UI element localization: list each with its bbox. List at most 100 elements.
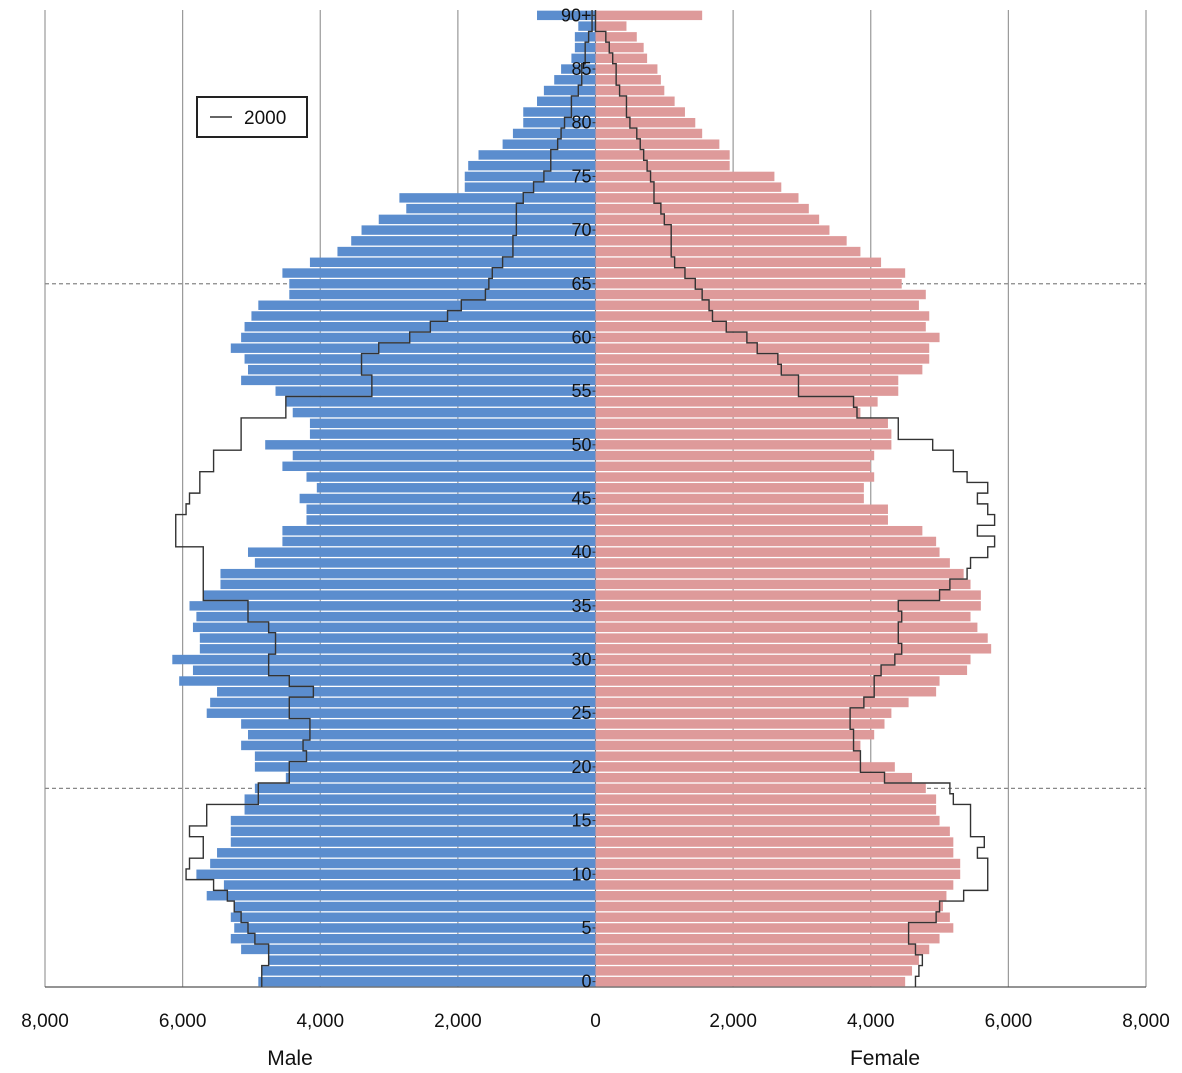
- bar-female-age-23: [595, 729, 875, 740]
- bar-female-age-17: [595, 794, 937, 804]
- x-tick-label-7: 6,000: [985, 1011, 1033, 1032]
- bar-male-age-3: [241, 944, 596, 955]
- bar-male-age-22: [241, 740, 596, 751]
- bar-female-age-85: [595, 64, 658, 74]
- bar-male-age-25: [206, 708, 596, 718]
- x-axis-title-female: Female: [850, 1047, 920, 1070]
- bar-female-age-82: [595, 96, 675, 106]
- bar-male-age-40: [247, 547, 596, 557]
- bar-male-age-43: [306, 515, 596, 525]
- bar-male-age-64: [289, 289, 596, 300]
- x-tick-label-6: 4,000: [847, 1011, 895, 1032]
- bar-male-age-60: [241, 332, 596, 343]
- bar-male-age-67: [309, 257, 596, 268]
- bar-male-age-18: [254, 783, 596, 794]
- age-tick-label-5: 5: [581, 918, 591, 938]
- bar-female-age-27: [595, 687, 937, 697]
- age-tick-label-30: 30: [571, 650, 591, 670]
- bar-male-age-16: [244, 805, 596, 815]
- bar-female-age-87: [595, 42, 644, 53]
- bar-male-age-89: [578, 21, 596, 31]
- age-tick-label-0: 0: [581, 972, 591, 992]
- x-tick-label-5: 2,000: [709, 1011, 757, 1032]
- bar-female-age-3: [595, 944, 930, 955]
- bar-male-age-77: [478, 150, 596, 160]
- bar-male-age-85: [561, 64, 596, 74]
- bar-female-age-6: [595, 912, 950, 922]
- bar-female-age-12: [595, 848, 954, 858]
- bar-female-age-45: [595, 493, 864, 504]
- bar-female-age-69: [595, 236, 847, 246]
- bar-male-age-72: [406, 203, 596, 214]
- age-tick-label-85: 85: [571, 59, 591, 79]
- bar-female-age-31: [595, 644, 992, 654]
- bar-male-age-8: [206, 891, 596, 901]
- bar-female-age-0: [595, 976, 906, 987]
- bar-male-age-0: [258, 976, 596, 987]
- bar-male-age-74: [464, 182, 596, 192]
- bar-female-age-63: [595, 300, 919, 310]
- bar-male-age-45: [299, 493, 596, 504]
- bar-male-age-7: [234, 901, 596, 912]
- bar-female-age-61: [595, 322, 926, 332]
- bar-male-age-90: [537, 10, 596, 21]
- outline-2000-female: [594, 10, 996, 987]
- bar-female-age-34: [595, 611, 971, 622]
- bar-male-age-6: [230, 912, 596, 922]
- bar-male-age-54: [285, 397, 596, 407]
- bar-female-age-70: [595, 225, 830, 235]
- outline-2000-male: [175, 10, 593, 987]
- bar-male-age-82: [537, 96, 596, 106]
- bar-male-age-26: [210, 697, 596, 708]
- bar-female-age-49: [595, 450, 875, 461]
- age-tick-label-35: 35: [571, 596, 591, 616]
- bar-female-age-64: [595, 289, 926, 300]
- bar-female-age-90: [595, 10, 703, 21]
- bar-male-age-81: [523, 107, 596, 117]
- bar-male-age-66: [282, 268, 596, 278]
- bar-male-age-78: [502, 139, 596, 149]
- bar-female-age-71: [595, 214, 820, 225]
- bar-male-age-68: [337, 246, 596, 257]
- legend: 2000: [196, 96, 308, 138]
- bar-male-age-35: [189, 601, 596, 611]
- bar-female-age-39: [595, 558, 950, 568]
- age-tick-label-15: 15: [571, 811, 591, 831]
- bar-female-age-57: [595, 364, 923, 375]
- bar-male-age-58: [244, 354, 596, 364]
- bar-female-age-30: [595, 654, 971, 665]
- bar-female-age-18: [595, 783, 926, 794]
- bar-female-age-14: [595, 826, 950, 837]
- bar-female-age-8: [595, 891, 947, 901]
- bar-male-age-59: [230, 343, 596, 353]
- bar-male-age-80: [523, 118, 596, 128]
- bar-female-age-72: [595, 203, 809, 214]
- bar-male-age-28: [179, 676, 596, 686]
- bar-male-age-27: [217, 687, 596, 697]
- bar-male-age-63: [258, 300, 596, 310]
- bar-male-age-84: [554, 75, 596, 85]
- bar-male-age-41: [282, 536, 596, 547]
- bar-male-age-69: [351, 236, 596, 246]
- bar-female-age-13: [595, 837, 954, 847]
- bar-male-age-83: [543, 85, 596, 96]
- x-tick-label-2: 4,000: [296, 1011, 344, 1032]
- bar-female-age-20: [595, 762, 895, 772]
- bar-female-age-76: [595, 160, 730, 171]
- bar-female-age-4: [595, 933, 940, 944]
- bar-female-age-28: [595, 676, 940, 686]
- bar-male-age-75: [464, 171, 596, 182]
- bar-male-age-37: [220, 579, 596, 590]
- bar-male-age-79: [512, 128, 596, 139]
- bar-female-age-55: [595, 386, 899, 396]
- age-tick-label-60: 60: [571, 327, 591, 347]
- bar-female-age-75: [595, 171, 775, 182]
- age-tick-label-20: 20: [571, 757, 591, 777]
- bar-female-age-40: [595, 547, 940, 557]
- bar-female-age-83: [595, 85, 665, 96]
- bar-male-age-39: [254, 558, 596, 568]
- bar-male-age-29: [192, 665, 596, 675]
- bar-male-age-2: [268, 955, 596, 965]
- x-tick-label-3: 2,000: [434, 1011, 482, 1032]
